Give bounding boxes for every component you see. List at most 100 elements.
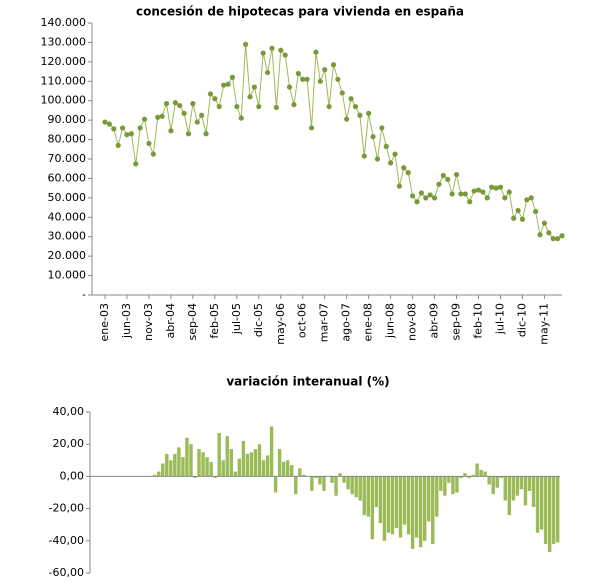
bar [543, 476, 548, 545]
x-tick-label: ago-07 [340, 303, 353, 342]
bar [269, 426, 274, 477]
point [370, 134, 376, 140]
x-tick-label: may-11 [537, 303, 550, 345]
bar [519, 476, 524, 490]
point [344, 116, 350, 122]
x-tick-label: ene-08 [362, 303, 375, 341]
point [177, 102, 183, 109]
point [392, 151, 398, 157]
bar [161, 463, 165, 477]
point [308, 125, 315, 131]
x-tick-label: jun-03 [120, 303, 133, 339]
bar [350, 476, 354, 495]
point [111, 126, 117, 132]
point [379, 125, 385, 131]
point [528, 195, 534, 201]
point [440, 172, 446, 179]
point [119, 125, 126, 131]
point [462, 191, 468, 197]
point [475, 187, 482, 193]
y-tick-label: 50.000 [48, 191, 87, 204]
bar [523, 476, 528, 506]
bar [487, 476, 491, 485]
x-tick-label: nov-03 [142, 303, 155, 341]
point [515, 207, 521, 214]
bar [281, 461, 286, 477]
point [374, 156, 381, 162]
bar [467, 476, 471, 479]
bar [209, 461, 213, 477]
point [366, 110, 372, 116]
point [146, 140, 152, 147]
bar [225, 436, 229, 477]
point [256, 103, 262, 110]
point [546, 230, 552, 236]
bar [406, 476, 411, 535]
bar [241, 440, 246, 477]
bar [277, 449, 282, 477]
x-tick-label: jun-08 [384, 303, 397, 339]
point [225, 81, 231, 87]
point [506, 189, 512, 195]
series-line [104, 44, 563, 240]
point [286, 84, 293, 90]
point [234, 103, 240, 110]
bar [346, 476, 350, 490]
point [194, 119, 200, 125]
point [185, 131, 192, 137]
x-tick-label: sep-04 [186, 303, 199, 340]
bar [229, 449, 233, 477]
bar [169, 460, 173, 477]
point [269, 45, 275, 51]
bar [527, 476, 532, 491]
x-tick-label: feb-05 [208, 303, 221, 339]
bar [531, 476, 536, 507]
bar [422, 476, 427, 541]
y-tick-label: -60,00 [49, 566, 84, 579]
point [559, 233, 565, 239]
bar [507, 476, 512, 516]
bar [555, 476, 560, 543]
bar [253, 449, 258, 477]
y-tick-label: 40.000 [48, 210, 87, 223]
bar [547, 476, 552, 553]
x-tick-label: dic-05 [252, 303, 265, 337]
bar [366, 476, 370, 517]
bar [165, 453, 169, 477]
bar [515, 476, 520, 496]
y-tick-label: -40,00 [49, 534, 84, 547]
bar [189, 444, 193, 477]
point [348, 96, 354, 102]
point [207, 91, 214, 97]
x-tick-label: oct-06 [296, 303, 309, 338]
point [163, 101, 170, 107]
point [216, 103, 222, 110]
y-tick-label: 130.000 [41, 35, 87, 48]
bar [185, 437, 189, 477]
point [339, 90, 345, 96]
point [291, 102, 297, 108]
bar [354, 476, 358, 498]
bar [193, 476, 197, 479]
point [115, 142, 121, 148]
bar [237, 458, 242, 477]
point [541, 220, 548, 226]
point [405, 170, 411, 176]
bar [261, 460, 266, 477]
chart-title: concesión de hipotecas para vivienda en … [136, 5, 464, 19]
y-tick-label: 120.000 [41, 55, 87, 68]
point [264, 69, 271, 76]
y-tick-label: 20,00 [53, 437, 85, 450]
bar [310, 476, 314, 491]
bar [213, 476, 217, 479]
point [221, 82, 227, 88]
point [326, 103, 332, 110]
point [493, 185, 499, 191]
point [388, 160, 394, 166]
bar [318, 476, 322, 485]
y-tick-label: 40,00 [53, 405, 85, 418]
point [418, 190, 424, 196]
x-tick-label: may-06 [274, 303, 287, 345]
x-tick-label: ene-03 [98, 303, 111, 341]
point [273, 104, 279, 111]
